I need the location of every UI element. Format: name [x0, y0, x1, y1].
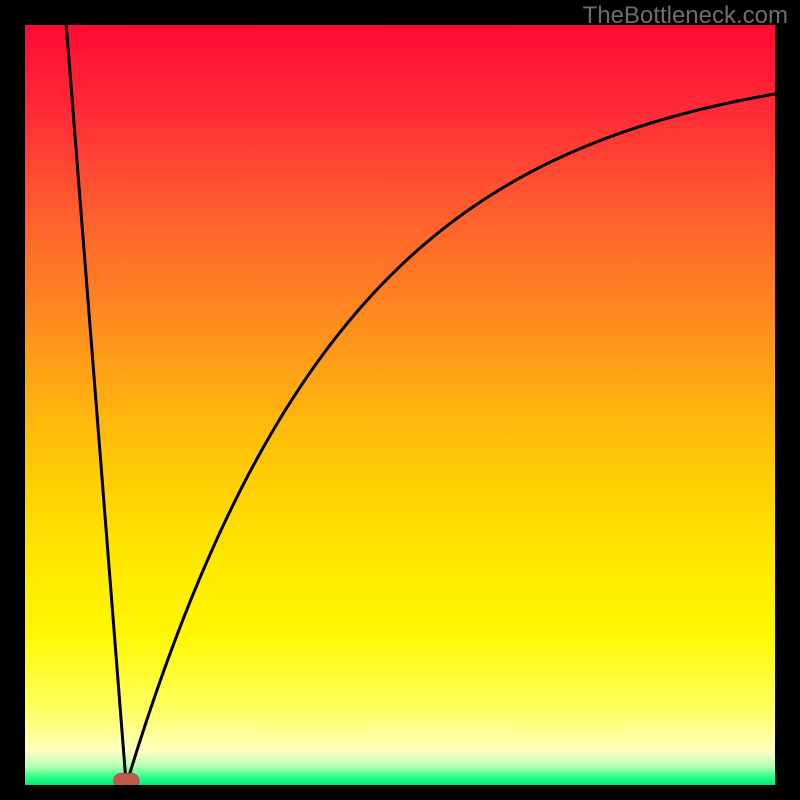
minimum-marker — [114, 773, 140, 785]
chart-container: { "chart": { "type": "line", "outer_size… — [0, 0, 800, 800]
bottleneck-curve — [66, 25, 775, 785]
watermark-text: TheBottleneck.com — [583, 2, 788, 30]
plot-area — [25, 25, 775, 785]
curve-layer — [25, 25, 775, 785]
